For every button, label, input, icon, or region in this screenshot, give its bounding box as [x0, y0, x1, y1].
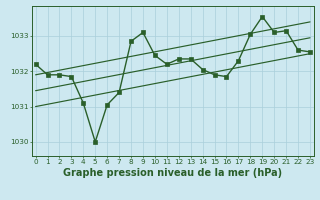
X-axis label: Graphe pression niveau de la mer (hPa): Graphe pression niveau de la mer (hPa) [63, 168, 282, 178]
